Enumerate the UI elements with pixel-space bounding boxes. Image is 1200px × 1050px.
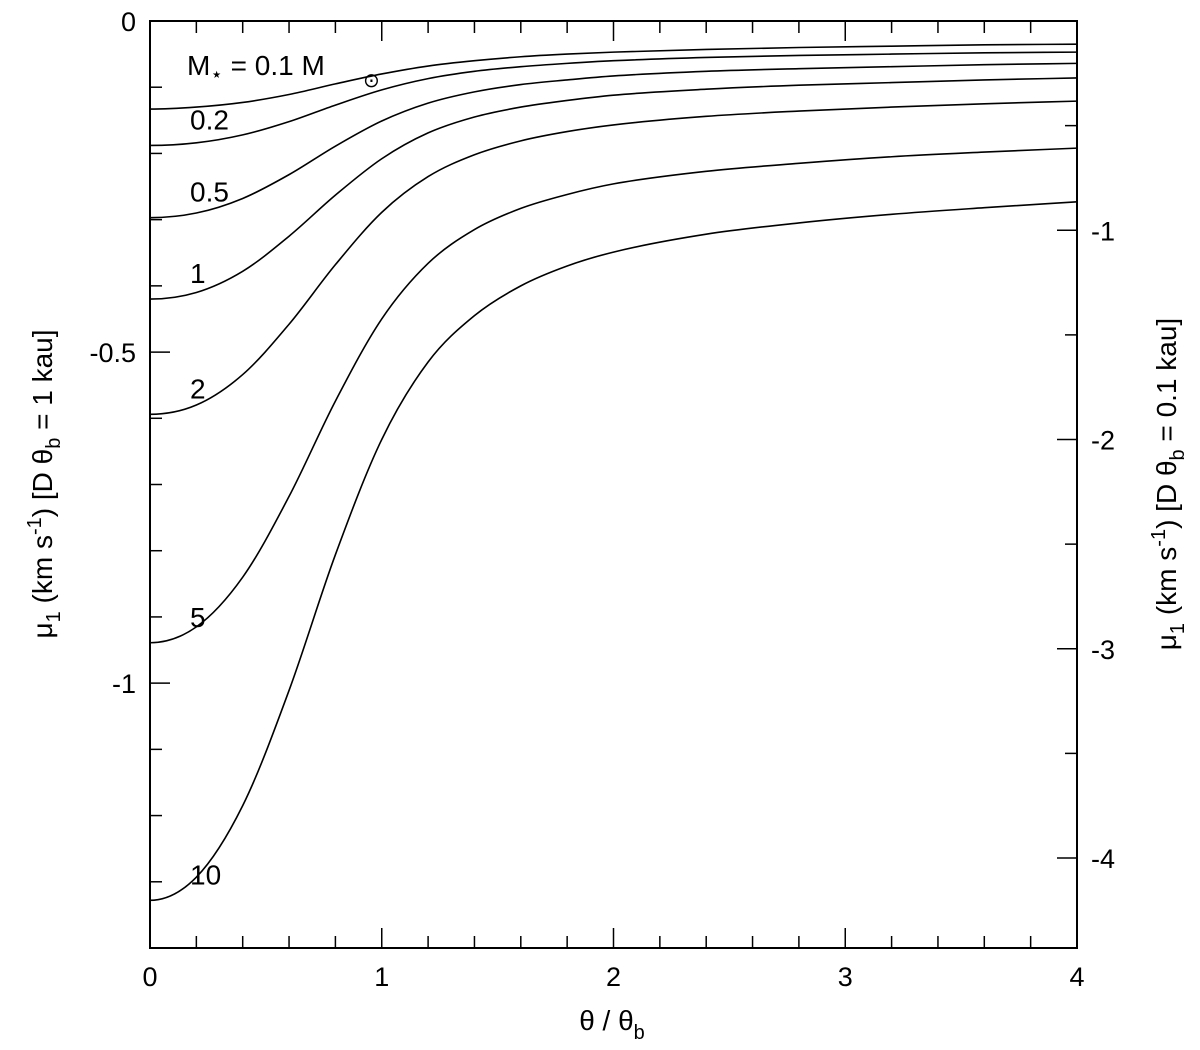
y-right-tick-label: -2 (1091, 426, 1115, 456)
x-tick-label: 0 (142, 962, 157, 992)
y-left-tick-label: 0 (121, 7, 136, 37)
curve-label-1: 0.2 (190, 104, 229, 135)
y-right-tick-label: -4 (1091, 844, 1115, 874)
plot-frame (149, 20, 1078, 949)
series-line-6 (149, 200, 1078, 902)
y-right-tick-label: -1 (1091, 216, 1115, 246)
sun-symbol: ⊙ (363, 70, 380, 92)
x-tick-label: 2 (606, 962, 621, 992)
series-line-1 (149, 51, 1078, 147)
series-line-4 (149, 100, 1078, 416)
curve-labels: M⋆ = 0.1 M ⊙ 0.2 0.5 1 2 5 10 (187, 50, 380, 890)
y-right-tick-label: -3 (1091, 635, 1115, 665)
tick-marks (149, 20, 1078, 949)
curve-label-5: 5 (190, 602, 206, 633)
curve-label-4: 2 (190, 373, 206, 404)
y-axis-label-left: μ1 (km s-1) [D θb = 1 kau] (24, 329, 65, 638)
x-tick-label: 1 (374, 962, 389, 992)
series-line-2 (149, 62, 1078, 219)
y-left-tick-label: -0.5 (89, 338, 136, 368)
curves (149, 43, 1078, 902)
y-axis-label-right: μ1 (km s-1) [D θb = 0.1 kau] (1148, 318, 1189, 650)
x-tick-label: 3 (838, 962, 853, 992)
y-left-tick-label: -1 (112, 669, 136, 699)
series-line-3 (149, 77, 1078, 300)
series-line-0 (149, 43, 1078, 110)
x-axis-label: θ / θb (579, 1005, 645, 1044)
curve-label-0: M⋆ = 0.1 M (187, 50, 325, 86)
curve-label-6: 10 (190, 859, 221, 890)
tick-labels: 0 1 2 3 4 0 -0.5 -1 -1 -2 -3 -4 (89, 7, 1115, 992)
curve-label-2: 0.5 (190, 177, 229, 208)
x-tick-label: 4 (1069, 962, 1084, 992)
curve-label-3: 1 (190, 258, 206, 289)
series-line-5 (149, 147, 1078, 644)
